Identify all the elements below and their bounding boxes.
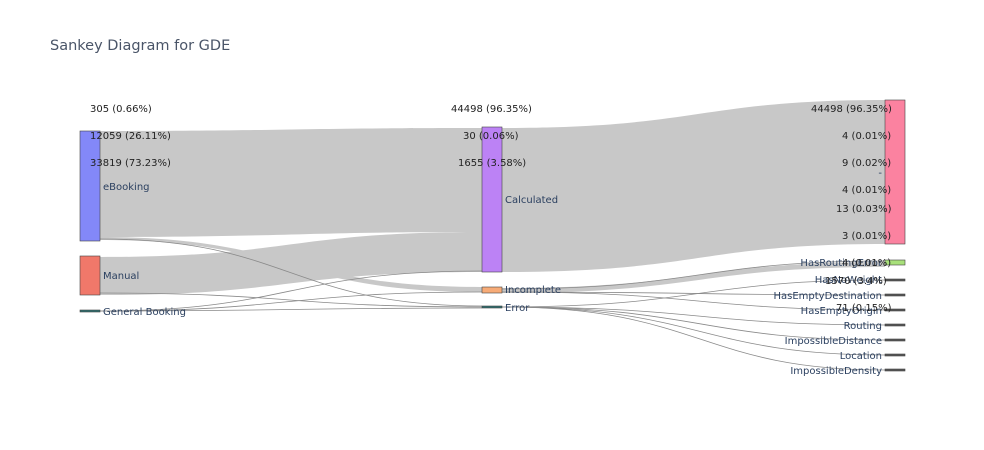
node-location[interactable]: [884, 353, 906, 357]
node-ebooking[interactable]: [79, 130, 101, 242]
link-ebooking-error[interactable]: [99, 238, 483, 307]
link-ebooking-incomplete[interactable]: [100, 237, 482, 292]
node-impdensity[interactable]: [884, 368, 906, 372]
node-labels-layer: eBooking Manual General Booking Calculat…: [103, 168, 883, 377]
link-calculated-dash[interactable]: [502, 100, 885, 272]
node-hasemptydest[interactable]: [884, 293, 906, 297]
link-error-impdistance[interactable]: [501, 306, 886, 341]
flow-annotations: 305 (0.66%) 12059 (26.11%) 33819 (73.23%…: [90, 104, 892, 314]
node-calculated[interactable]: [481, 126, 503, 273]
node-label-dash: -: [878, 168, 882, 179]
flow-label: 13 (0.03%): [836, 204, 892, 215]
node-label-hasrouting: HasRoutingError: [800, 258, 882, 269]
node-label-incomplete: Incomplete: [505, 285, 561, 296]
node-label-location: Location: [840, 351, 882, 362]
link-general-calculated[interactable]: [99, 270, 483, 312]
link-error-impdensity[interactable]: [501, 306, 886, 371]
node-label-general-booking: General Booking: [103, 307, 186, 318]
flow-label: 1655 (3.58%): [458, 158, 526, 169]
flow-label: 305 (0.66%): [90, 104, 152, 115]
node-general-booking[interactable]: [79, 309, 101, 313]
link-incomplete-hasnoweight[interactable]: [502, 262, 885, 293]
flow-label: 4 (0.01%): [842, 258, 891, 269]
node-label-hasemptydest: HasEmptyDestination: [774, 291, 883, 302]
node-label-error: Error: [505, 303, 530, 314]
node-label-hasemptyorigin: HasEmptyOrigin: [801, 306, 882, 317]
link-ebooking-calculated[interactable]: [100, 128, 482, 237]
nodes-layer: [79, 99, 906, 372]
links-layer: [99, 100, 886, 371]
link-general-error[interactable]: [99, 307, 483, 312]
node-routing[interactable]: [884, 323, 906, 327]
chart-title: Sankey Diagram for GDE: [50, 38, 230, 54]
flow-label: 4 (0.01%): [842, 131, 891, 142]
flow-label: 3 (0.01%): [842, 231, 891, 242]
node-label-impdistance: ImpossibleDistance: [785, 336, 882, 347]
node-label-impdensity: ImpossibleDensity: [790, 366, 882, 377]
node-hasrouting[interactable]: [884, 259, 906, 266]
flow-label: 30 (0.06%): [463, 131, 519, 142]
flow-label: 9 (0.02%): [842, 158, 891, 169]
link-general-incomplete[interactable]: [99, 291, 483, 312]
node-label-manual: Manual: [103, 271, 139, 282]
link-incomplete-hasemptyorigin[interactable]: [501, 291, 886, 311]
link-manual-error[interactable]: [99, 292, 483, 308]
node-label-routing: Routing: [844, 321, 882, 332]
flow-label: 12059 (26.11%): [90, 131, 171, 142]
node-label-calculated: Calculated: [505, 195, 558, 206]
flow-label: 4 (0.01%): [842, 185, 891, 196]
flow-label: 44498 (96.35%): [451, 104, 532, 115]
flow-label: 33819 (73.23%): [90, 158, 171, 169]
node-incomplete[interactable]: [481, 286, 503, 294]
link-error-routing[interactable]: [501, 306, 886, 326]
link-error-location[interactable]: [501, 306, 886, 356]
node-impdistance[interactable]: [884, 338, 906, 342]
node-label-ebooking: eBooking: [103, 182, 150, 193]
flow-label: 44498 (96.35%): [811, 104, 892, 115]
node-manual[interactable]: [79, 255, 101, 296]
link-incomplete-hasrouting[interactable]: [501, 260, 886, 290]
link-error-hasnoweight[interactable]: [501, 279, 886, 308]
node-hasnoweight[interactable]: [884, 278, 906, 282]
node-hasemptyorigin[interactable]: [884, 308, 906, 312]
flow-label: 71 (0.15%): [836, 303, 892, 314]
node-dash[interactable]: [884, 99, 906, 245]
node-error[interactable]: [481, 305, 503, 309]
node-label-hasnoweight: HasNoWeight: [815, 275, 882, 286]
flow-label: 1570 (3.4%): [825, 276, 887, 287]
